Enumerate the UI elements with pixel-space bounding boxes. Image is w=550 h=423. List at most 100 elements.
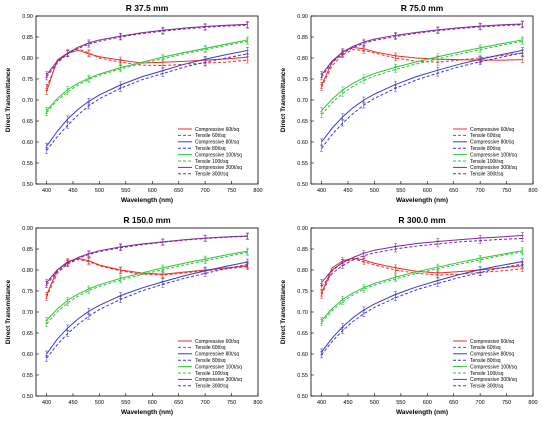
error-bar	[362, 40, 366, 47]
x-tick-label: 750	[502, 188, 511, 194]
error-bar	[87, 76, 91, 83]
y-tick-label: 0.70	[297, 98, 308, 104]
error-bar	[66, 260, 70, 267]
error-bar	[66, 121, 70, 129]
x-axis-label: Wavelength (nm)	[396, 409, 448, 416]
error-bar	[520, 49, 524, 57]
error-bar	[45, 84, 49, 91]
x-tick-label: 400	[317, 188, 326, 194]
error-bar	[320, 145, 324, 152]
x-tick-label: 450	[68, 188, 77, 194]
x-axis-label: Wavelength (nm)	[396, 197, 448, 204]
y-tick-label: 0.65	[22, 119, 33, 125]
error-bar	[245, 249, 249, 256]
error-bar	[203, 257, 207, 265]
error-bar	[341, 262, 345, 269]
y-tick-label: 0.60	[297, 140, 308, 146]
x-tick-label: 400	[317, 400, 326, 406]
legend-label: Tensile 80t/sq	[195, 146, 226, 152]
error-bar	[320, 283, 324, 291]
error-bar	[87, 287, 91, 294]
chart-title: R 37.5 mm	[126, 3, 169, 13]
x-tick-label: 650	[174, 400, 183, 406]
legend-label: Compressive 80t/sq	[470, 352, 514, 358]
y-tick-label: 0.55	[22, 373, 33, 379]
error-bar	[520, 248, 524, 256]
x-axis-label: Wavelength (nm)	[121, 409, 173, 416]
error-bar	[45, 281, 49, 288]
error-bar	[436, 280, 440, 287]
error-bar	[87, 40, 91, 48]
error-bar	[119, 296, 123, 303]
error-bar	[320, 291, 324, 299]
legend-label: Tensile 300t/sq	[195, 172, 229, 178]
chart-title: R 300.0 mm	[398, 215, 446, 225]
error-bar	[394, 66, 398, 73]
y-tick-label: 0.75	[297, 77, 308, 83]
plot-area	[310, 15, 534, 185]
y-tick-label: 0.80	[22, 268, 33, 274]
error-bar	[394, 33, 398, 40]
error-bar	[394, 54, 398, 62]
x-tick-label: 500	[95, 400, 104, 406]
x-tick-label: 550	[396, 400, 405, 406]
error-bar	[203, 270, 207, 277]
error-bar	[161, 239, 165, 246]
error-bar	[87, 258, 91, 265]
x-tick-label: 750	[227, 400, 236, 406]
error-bar	[45, 294, 49, 301]
x-tick-label: 500	[370, 188, 379, 194]
legend-label: Compressive 100t/sq	[195, 364, 242, 370]
chart-panel-r75: R 75.0 mm 400 450 500 550 600 650 700 750 800 0.50…	[275, 0, 550, 211]
legend-label: Compressive 300t/sq	[195, 377, 242, 383]
legend-label: Compressive 100t/sq	[470, 152, 517, 158]
error-bar	[161, 281, 165, 288]
x-tick-label: 400	[42, 188, 51, 194]
error-bar	[119, 267, 123, 275]
x-tick-label: 450	[343, 400, 352, 406]
error-bar	[245, 50, 249, 58]
y-tick-label: 0.70	[297, 310, 308, 316]
error-bar	[161, 70, 165, 77]
y-axis-label: Direct Transmittance	[5, 67, 12, 132]
y-tick-label: 0.75	[297, 289, 308, 295]
error-bar	[320, 84, 324, 91]
chart-title: R 150.0 mm	[123, 215, 171, 225]
legend-label: Tensile 100t/sq	[470, 371, 504, 377]
error-bar	[66, 50, 70, 58]
x-tick-label: 700	[201, 400, 210, 406]
error-bar	[478, 269, 482, 276]
y-tick-label: 0.50	[297, 182, 308, 188]
legend-label: Compressive 80t/sq	[195, 140, 239, 146]
legend-label: Tensile 60t/sq	[195, 345, 226, 351]
error-bar	[245, 261, 249, 268]
x-tick-label: 600	[148, 400, 157, 406]
y-tick-label: 0.65	[22, 331, 33, 337]
y-tick-label: 0.90	[297, 14, 308, 20]
legend-label: Tensile 300t/sq	[470, 172, 504, 178]
x-tick-label: 400	[42, 400, 51, 406]
error-bar	[87, 251, 91, 258]
x-tick-label: 800	[528, 188, 537, 194]
y-tick-label: 0.60	[22, 352, 33, 358]
error-bar	[362, 101, 366, 109]
y-tick-label: 0.80	[22, 56, 33, 62]
y-tick-label: 0.80	[297, 268, 308, 274]
error-bar	[394, 245, 398, 253]
y-tick-label: 0.50	[22, 182, 33, 188]
error-bar	[45, 73, 49, 81]
x-tick-label: 500	[370, 400, 379, 406]
error-bar	[245, 233, 249, 240]
y-axis-label: Direct Transmittance	[5, 279, 12, 344]
error-bar	[362, 77, 366, 84]
error-bar	[520, 21, 524, 29]
error-bar	[394, 266, 398, 274]
x-tick-label: 600	[148, 188, 157, 194]
legend-label: Tensile 60t/sq	[470, 345, 501, 351]
error-bar	[436, 69, 440, 77]
legend-label: Compressive 60t/sq	[195, 127, 239, 133]
y-tick-label: 0.80	[297, 56, 308, 62]
error-bar	[341, 113, 345, 121]
